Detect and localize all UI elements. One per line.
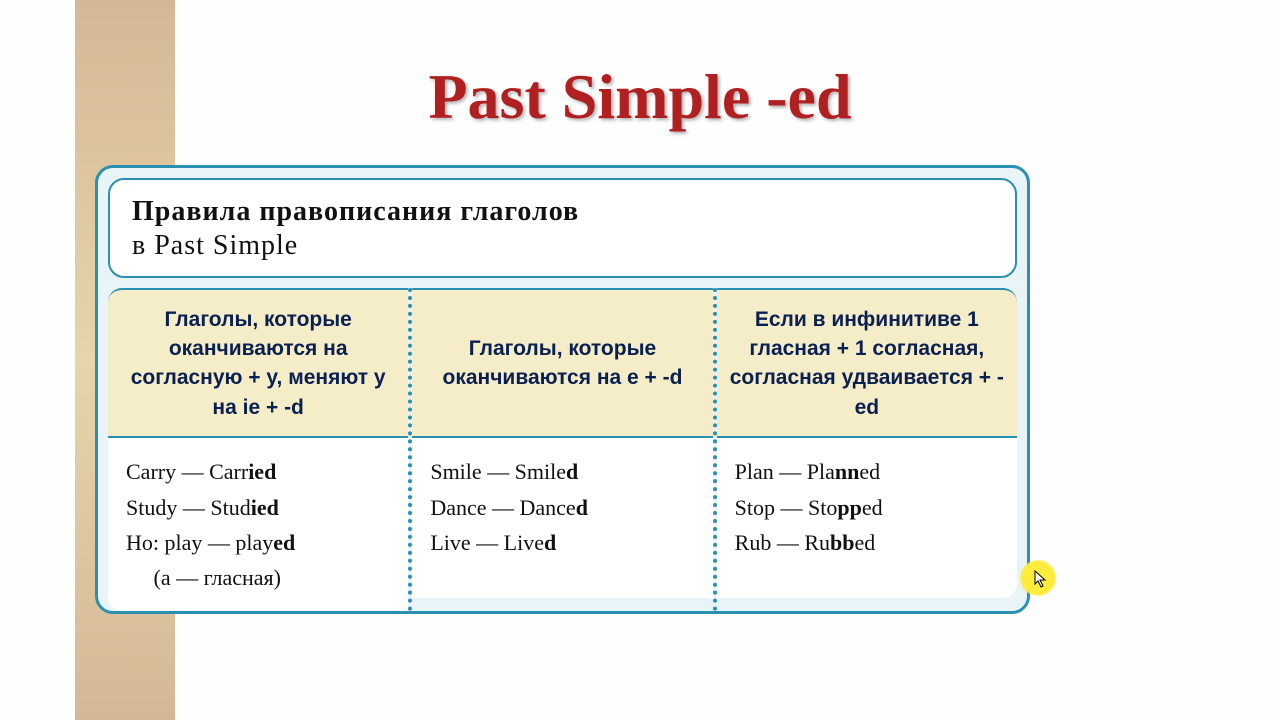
rules-header-box: Правила правописания глаголов в Past Sim…: [108, 178, 1017, 278]
column-1: Глаголы, которые оканчиваются на согласн…: [108, 288, 408, 611]
column-2-examples: Smile — SmiledDance — DancedLive — Lived: [430, 454, 694, 560]
column-1-heading: Глаголы, которые оканчиваются на согласн…: [118, 305, 398, 423]
cursor-arrow-icon: [1034, 570, 1048, 588]
rules-header-line2: в Past Simple: [132, 230, 993, 262]
column-2-heading: Глаголы, которые оканчиваются на e + -d: [422, 334, 702, 393]
column-3-body: Plan — PlannedStop — StoppedRub — Rubbed: [717, 438, 1017, 598]
column-1-header: Глаголы, которые оканчиваются на согласн…: [108, 288, 408, 438]
column-3-heading: Если в инфинитиве 1 гласная + 1 согласна…: [727, 305, 1007, 423]
column-1-body: Carry — CarriedStudy — StudiedHo: play —…: [108, 438, 408, 611]
column-3: Если в инфинитиве 1 гласная + 1 согласна…: [717, 288, 1017, 611]
rules-table: Правила правописания глаголов в Past Sim…: [95, 165, 1030, 614]
column-2-header: Глаголы, которые оканчиваются на e + -d: [412, 288, 712, 438]
column-2: Глаголы, которые оканчиваются на e + -d …: [412, 288, 712, 611]
rules-header-line1: Правила правописания глаголов: [132, 194, 993, 230]
slide-title: Past Simple -ed: [428, 60, 851, 134]
column-3-header: Если в инфинитиве 1 гласная + 1 согласна…: [717, 288, 1017, 438]
column-1-examples: Carry — CarriedStudy — StudiedHo: play —…: [126, 454, 390, 595]
column-3-examples: Plan — PlannedStop — StoppedRub — Rubbed: [735, 454, 999, 560]
columns-wrapper: Глаголы, которые оканчиваются на согласн…: [108, 288, 1017, 611]
column-2-body: Smile — SmiledDance — DancedLive — Lived: [412, 438, 712, 598]
